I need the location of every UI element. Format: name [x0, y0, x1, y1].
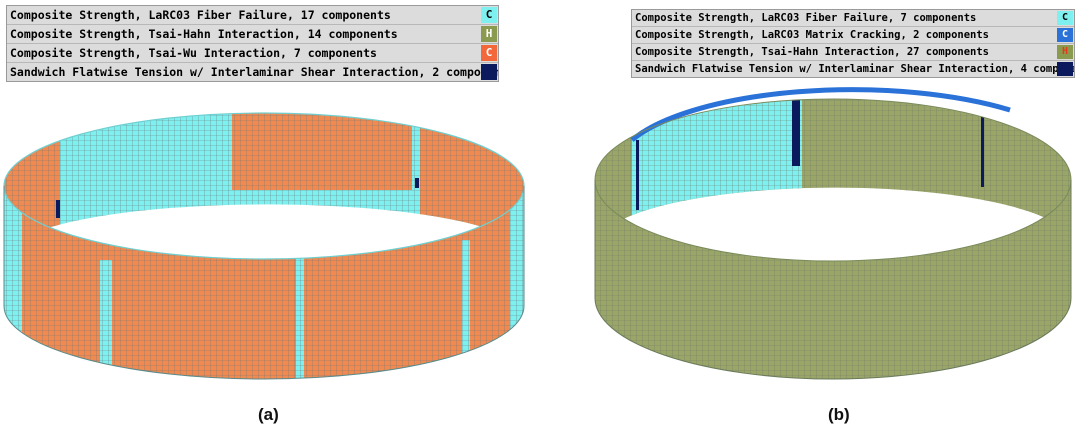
navy-component [636, 140, 639, 210]
navy-component [56, 200, 60, 218]
legend-label: Composite Strength, LaRC03 Fiber Failure… [635, 12, 977, 24]
legend-swatch: H [481, 26, 497, 42]
legend-label: Composite Strength, Tsai-Hahn Interactio… [635, 46, 990, 58]
legend-swatch: C [1057, 11, 1073, 25]
caption: (b) [828, 405, 850, 424]
legend-row: Composite Strength, LaRC03 Matrix Cracki… [632, 27, 1074, 44]
legend-label: Sandwich Flatwise Tension w/ Interlamina… [635, 63, 1074, 75]
legend-swatch [1057, 62, 1073, 76]
navy-component [792, 99, 800, 166]
legend-row: Composite Strength, Tsai-Hahn Interactio… [7, 25, 498, 44]
legend-label: Composite Strength, Tsai-Hahn Interactio… [10, 27, 398, 41]
navy-component [981, 115, 984, 187]
legend-label: Composite Strength, LaRC03 Matrix Cracki… [635, 29, 990, 41]
legend-label: Composite Strength, Tsai-Wu Interaction,… [10, 46, 377, 60]
legend-row: Sandwich Flatwise Tension w/ Interlamina… [632, 61, 1074, 77]
panel-a: Composite Strength, LaRC03 Fiber Failure… [0, 0, 540, 435]
legend: Composite Strength, LaRC03 Fiber Failure… [6, 5, 499, 82]
bottom-rim [594, 297, 1072, 380]
bottom-rim [3, 305, 525, 380]
legend-row: Composite Strength, LaRC03 Fiber Failure… [7, 6, 498, 25]
legend-label: Sandwich Flatwise Tension w/ Interlamina… [10, 65, 498, 79]
legend-label: Composite Strength, LaRC03 Fiber Failure… [10, 8, 391, 22]
legend-row: Sandwich Flatwise Tension w/ Interlamina… [7, 63, 498, 81]
navy-component [415, 178, 419, 188]
blue-rim-band [630, 87, 1011, 142]
legend: Composite Strength, LaRC03 Fiber Failure… [631, 9, 1075, 78]
legend-row: Composite Strength, Tsai-Wu Interaction,… [7, 44, 498, 63]
cylinder-ring-b [594, 87, 1072, 380]
legend-row: Composite Strength, Tsai-Hahn Interactio… [632, 44, 1074, 61]
legend-swatch: H [1057, 45, 1073, 59]
legend-row: Composite Strength, LaRC03 Fiber Failure… [632, 10, 1074, 27]
caption: (a) [258, 405, 279, 424]
legend-swatch: C [1057, 28, 1073, 42]
cylinder-ring-a [3, 112, 525, 380]
panel-b: Composite Strength, LaRC03 Fiber Failure… [540, 0, 1081, 435]
legend-swatch: C [481, 7, 497, 23]
legend-swatch [481, 64, 497, 80]
legend-swatch: C [481, 45, 497, 61]
